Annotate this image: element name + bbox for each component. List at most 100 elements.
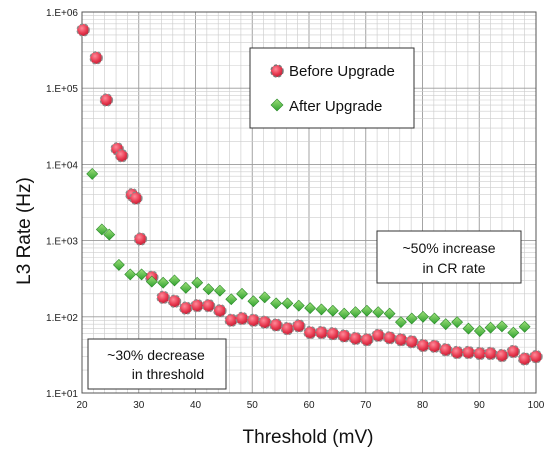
before-upgrade-point <box>292 319 306 333</box>
before-upgrade-point <box>280 321 295 336</box>
after-upgrade-point <box>326 304 339 317</box>
before-upgrade-point <box>506 344 520 359</box>
before-upgrade-point <box>246 313 261 327</box>
after-upgrade-point <box>103 228 116 241</box>
after-upgrade-point <box>417 310 429 323</box>
before-upgrade-point <box>89 51 103 65</box>
after-upgrade-point <box>518 320 531 333</box>
after-upgrade-point <box>473 325 486 337</box>
after-upgrade-point <box>405 312 418 325</box>
after-upgrade-point <box>168 274 181 287</box>
before-upgrade-point <box>360 333 374 347</box>
before-upgrade-point <box>517 352 532 366</box>
after-upgrade-point <box>292 299 305 312</box>
before-upgrade-point <box>213 304 227 318</box>
after-upgrade-point <box>462 322 475 335</box>
annotation-decrease-box <box>87 338 227 390</box>
before-upgrade-point <box>269 318 283 332</box>
after-upgrade-point <box>395 316 407 329</box>
before-upgrade-point <box>394 333 408 347</box>
after-upgrade-point <box>484 321 497 334</box>
before-upgrade-point <box>529 349 543 364</box>
x-tick-label: 50 <box>247 400 259 411</box>
plot-area <box>81 11 537 394</box>
after-upgrade-point <box>281 297 294 310</box>
before-upgrade-point <box>416 338 430 353</box>
y-tick-label: 1.E+05 <box>46 84 78 95</box>
before-upgrade-point <box>326 327 340 341</box>
after-upgrade-point <box>213 284 226 297</box>
before-upgrade-point <box>167 294 182 308</box>
after-upgrade-point <box>236 287 248 300</box>
x-tick-label: 30 <box>133 400 145 411</box>
before-upgrade-point <box>382 331 397 345</box>
x-tick-label: 70 <box>360 400 372 411</box>
legend-before-label: Before Upgrade <box>289 63 395 80</box>
before-upgrade-point <box>473 346 487 361</box>
before-upgrade-point <box>483 346 498 361</box>
y-tick-label: 1.E+02 <box>46 313 78 324</box>
after-upgrade-point <box>124 268 137 281</box>
after-upgrade-point <box>304 302 317 315</box>
x-tick-label: 60 <box>303 400 315 411</box>
after-upgrade-point <box>86 167 99 180</box>
after-upgrade-point <box>247 295 260 308</box>
before-upgrade-point <box>76 23 90 37</box>
annotation-decrease: ~30% decrease in threshold <box>87 338 227 390</box>
annotation-decrease-line1: ~30% decrease <box>107 347 205 363</box>
after-upgrade-point <box>372 306 385 319</box>
x-axis-ticks: 20 30 40 50 60 70 80 90 100 <box>76 400 544 411</box>
series-after-upgrade <box>86 167 531 339</box>
legend-after-label: After Upgrade <box>289 98 382 115</box>
after-upgrade-point <box>225 293 238 306</box>
after-upgrade-point <box>507 326 520 339</box>
before-upgrade-point <box>235 311 249 326</box>
before-upgrade-point <box>427 339 442 354</box>
before-upgrade-point <box>201 298 216 313</box>
after-upgrade-point <box>258 291 271 304</box>
y-axis-title: L3 Rate (Hz) <box>14 177 35 285</box>
annotation-decrease-line2: in threshold <box>132 366 204 382</box>
after-upgrade-point <box>315 303 328 316</box>
before-upgrade-point <box>133 232 148 246</box>
after-upgrade-point <box>112 258 125 271</box>
before-upgrade-point <box>129 191 143 205</box>
after-upgrade-point <box>451 316 464 329</box>
before-upgrade-point <box>439 343 453 357</box>
y-axis-ticks: 1.E+01 1.E+02 1.E+03 1.E+04 1.E+05 1.E+06 <box>46 8 78 400</box>
annotation-increase: ~50% increase in CR rate <box>376 230 522 284</box>
before-upgrade-point <box>179 301 193 315</box>
before-upgrade-point <box>405 335 419 349</box>
before-upgrade-point <box>258 315 272 329</box>
after-upgrade-point <box>202 283 215 296</box>
after-upgrade-point <box>270 297 283 310</box>
after-upgrade-point <box>383 307 396 320</box>
annotation-increase-line1: ~50% increase <box>402 240 495 256</box>
x-tick-label: 80 <box>417 400 429 411</box>
series-before-upgrade <box>76 23 543 366</box>
after-upgrade-point <box>360 304 373 317</box>
annotation-increase-box <box>376 230 522 284</box>
y-tick-label: 1.E+01 <box>46 389 78 400</box>
before-upgrade-point <box>348 331 363 346</box>
after-upgrade-point <box>95 223 108 236</box>
legend-after-marker <box>270 98 284 112</box>
after-upgrade-point <box>179 281 192 294</box>
after-upgrade-point <box>349 306 362 319</box>
after-upgrade-point <box>496 320 508 333</box>
before-upgrade-point <box>224 313 238 327</box>
before-upgrade-point <box>115 149 129 163</box>
annotation-increase-line2: in CR rate <box>422 260 485 276</box>
legend-box <box>249 47 415 129</box>
before-upgrade-point <box>99 93 114 107</box>
before-upgrade-point <box>303 325 317 340</box>
x-tick-label: 100 <box>528 400 545 411</box>
legend: Before Upgrade After Upgrade <box>249 47 415 129</box>
y-tick-label: 1.E+06 <box>46 8 78 19</box>
x-tick-label: 40 <box>190 400 202 411</box>
before-upgrade-point <box>371 328 385 343</box>
y-tick-label: 1.E+04 <box>46 160 78 171</box>
before-upgrade-point <box>156 290 170 305</box>
before-upgrade-point <box>450 345 464 360</box>
